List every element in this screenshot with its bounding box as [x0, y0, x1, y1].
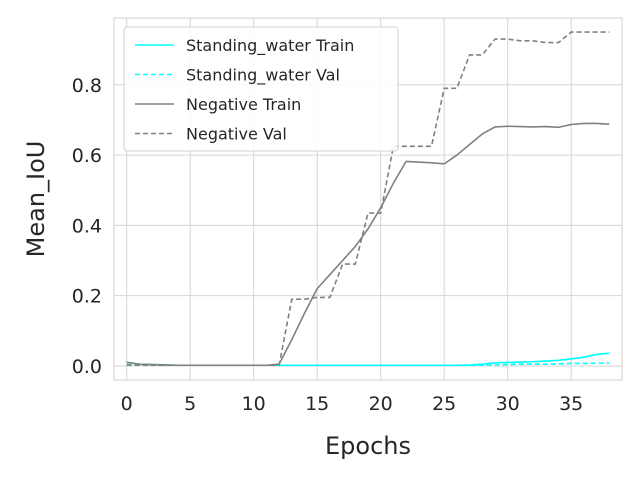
legend-label: Standing_water Val	[186, 66, 340, 86]
y-tick-label: 0.0	[72, 356, 102, 378]
x-tick-label: 25	[432, 393, 456, 415]
y-tick-label: 0.4	[72, 215, 102, 237]
y-tick-label: 0.2	[72, 286, 102, 308]
series-line-4	[126, 31, 610, 367]
legend-label: Negative Train	[186, 95, 301, 114]
x-tick-label: 20	[369, 393, 393, 415]
legend: Standing_water Train Standing_water Val Ne…	[123, 26, 399, 152]
legend-box	[123, 26, 399, 152]
x-tick-label: 15	[305, 393, 329, 415]
legend-label: Standing_water Train	[186, 36, 354, 56]
x-ticks: 0 5 10 15 20 25 30 35	[121, 393, 584, 415]
x-tick-label: 30	[496, 393, 520, 415]
y-tick-label: 0.6	[72, 145, 102, 167]
x-tick-label: 5	[184, 393, 196, 415]
x-tick-label: 35	[559, 393, 583, 415]
y-ticks: 0.0 0.2 0.4 0.6 0.8	[72, 75, 102, 378]
x-tick-label: 0	[121, 393, 133, 415]
series-lines	[126, 31, 610, 367]
legend-label: Negative Val	[186, 125, 287, 144]
y-tick-label: 0.8	[72, 75, 102, 97]
y-axis-label: Mean_IoU	[22, 141, 50, 258]
x-axis-label: Epochs	[325, 432, 411, 460]
x-tick-label: 10	[242, 393, 266, 415]
